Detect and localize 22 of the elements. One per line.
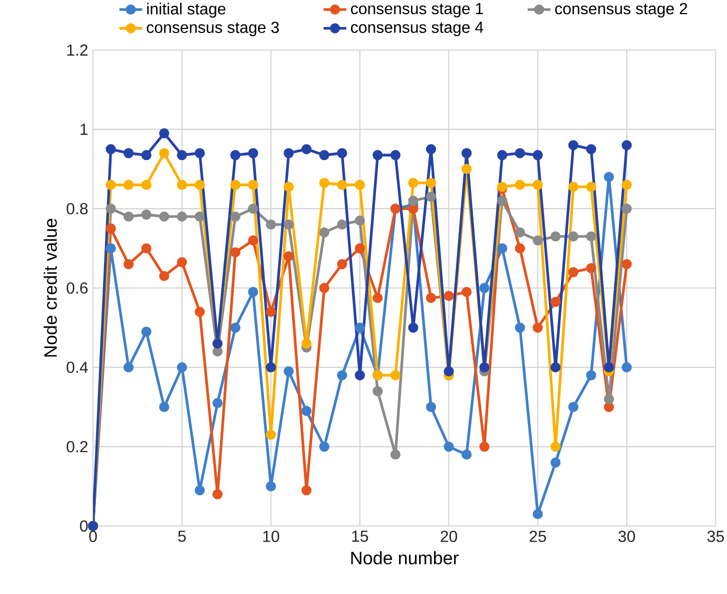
x-tick-label: 0 bbox=[89, 530, 97, 542]
y-axis-title: Node credit value bbox=[44, 218, 57, 357]
y-tick-label: 1 bbox=[80, 124, 88, 135]
legend-label: initial stage bbox=[147, 2, 226, 18]
x-tick-label: 20 bbox=[440, 530, 458, 542]
x-tick-label: 15 bbox=[352, 530, 368, 542]
legend-label: consensus stage 4 bbox=[351, 22, 484, 36]
legend-label: consensus stage 3 bbox=[146, 22, 279, 36]
y-tick-label: 0.2 bbox=[66, 441, 88, 452]
legend-label: consensus stage 1 bbox=[351, 3, 483, 18]
legend-label: consensus stage 2 bbox=[555, 2, 688, 18]
y-tick-label: 0.4 bbox=[66, 362, 88, 373]
x-tick-label: 30 bbox=[618, 530, 635, 542]
x-tick-label: 25 bbox=[530, 530, 546, 542]
y-tick-label: 0.8 bbox=[66, 203, 88, 214]
x-axis-title: Node number bbox=[351, 551, 459, 564]
y-tick-label: 1.2 bbox=[67, 44, 88, 56]
x-tick-label: 5 bbox=[178, 530, 186, 542]
x-tick-label: 35 bbox=[707, 530, 724, 542]
y-tick-label: 0.6 bbox=[66, 282, 88, 294]
y-tick-label: 0 bbox=[80, 520, 88, 532]
x-tick-label: 10 bbox=[263, 530, 280, 542]
